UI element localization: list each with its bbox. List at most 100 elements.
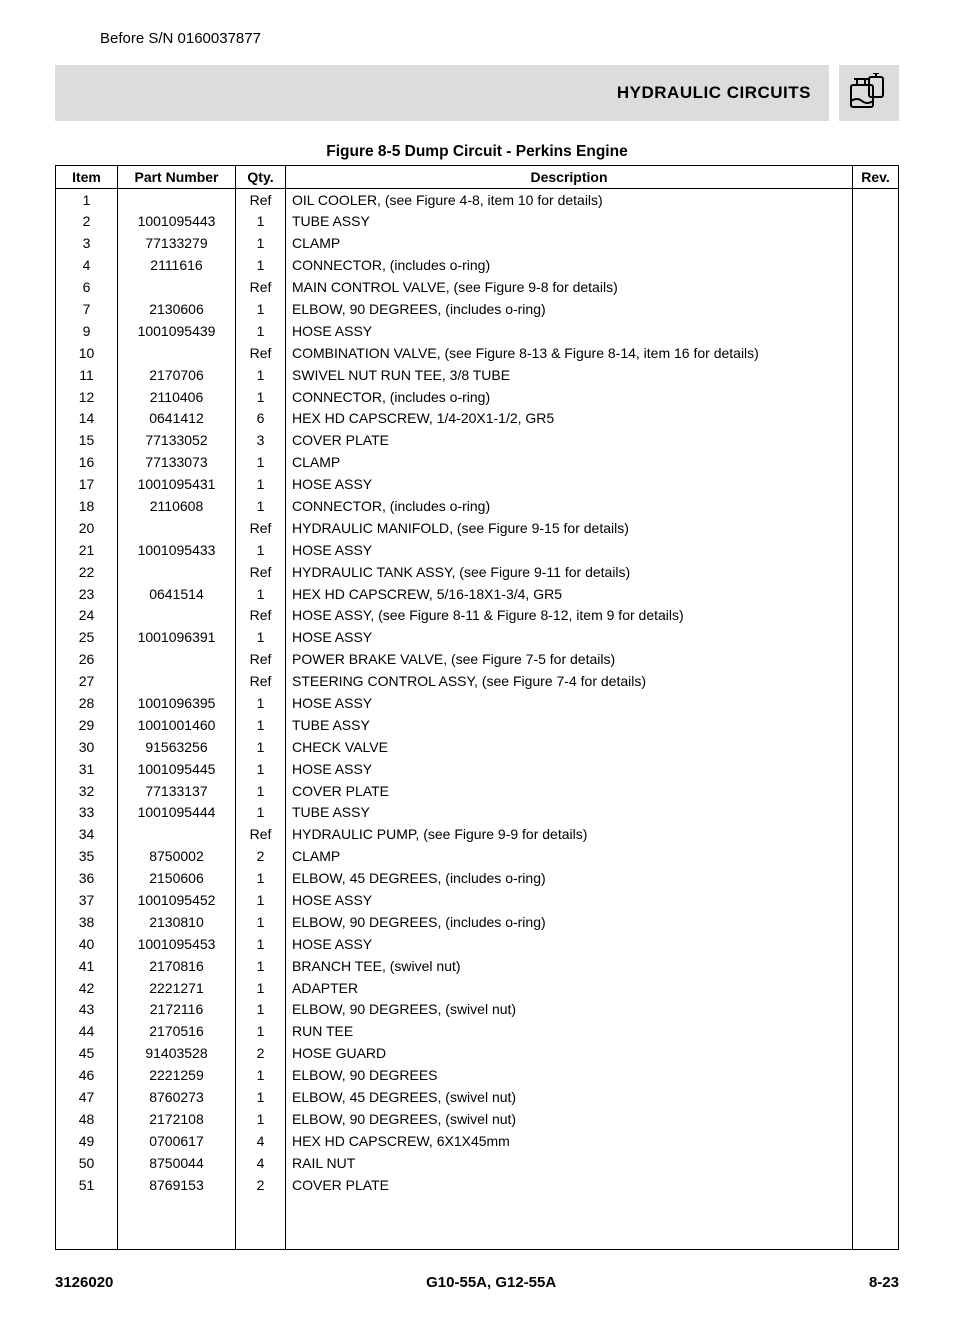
cell-part: 1001095445 <box>118 758 236 780</box>
table-row: 30915632561CHECK VALVE <box>56 736 899 758</box>
cell-qty: 1 <box>236 1065 286 1087</box>
cell-desc: TUBE ASSY <box>286 714 853 736</box>
table-row: 32771331371COVER PLATE <box>56 780 899 802</box>
cell-desc: HOSE ASSY <box>286 320 853 342</box>
cell-item: 25 <box>56 627 118 649</box>
table-row: 1221104061CONNECTOR, (includes o-ring) <box>56 386 899 408</box>
table-row: 210010954431TUBE ASSY <box>56 211 899 233</box>
cell-part: 1001095444 <box>118 802 236 824</box>
cell-item: 2 <box>56 211 118 233</box>
table-row: 27RefSTEERING CONTROL ASSY, (see Figure … <box>56 671 899 693</box>
cell-item: 20 <box>56 517 118 539</box>
cell-item: 7 <box>56 298 118 320</box>
table-row: 421116161CONNECTOR, (includes o-ring) <box>56 255 899 277</box>
cell-part: 1001095453 <box>118 933 236 955</box>
cell-part: 1001096395 <box>118 692 236 714</box>
cell-desc: CONNECTOR, (includes o-ring) <box>286 386 853 408</box>
table-row: 4787602731ELBOW, 45 DEGREES, (swivel nut… <box>56 1087 899 1109</box>
table-row: 26RefPOWER BRAKE VALVE, (see Figure 7-5 … <box>56 649 899 671</box>
cell-item: 46 <box>56 1065 118 1087</box>
cell-qty: 1 <box>236 474 286 496</box>
cell-rev <box>853 627 899 649</box>
cell-desc: BRANCH TEE, (swivel nut) <box>286 955 853 977</box>
cell-rev <box>853 1152 899 1174</box>
table-row: 2110010954331HOSE ASSY <box>56 539 899 561</box>
table-row: 15771330523COVER PLATE <box>56 430 899 452</box>
cell-part: 0700617 <box>118 1130 236 1152</box>
table-row: 24RefHOSE ASSY, (see Figure 8-11 & Figur… <box>56 605 899 627</box>
cell-qty: Ref <box>236 561 286 583</box>
cell-desc: COVER PLATE <box>286 430 853 452</box>
cell-rev <box>853 495 899 517</box>
cell-item: 28 <box>56 692 118 714</box>
cell-rev <box>853 955 899 977</box>
cell-part: 77133073 <box>118 452 236 474</box>
cell-item: 35 <box>56 846 118 868</box>
cell-part <box>118 277 236 299</box>
cell-item: 15 <box>56 430 118 452</box>
cell-qty: Ref <box>236 342 286 364</box>
cell-part <box>118 561 236 583</box>
table-row: 3587500022CLAMP <box>56 846 899 868</box>
col-header-item: Item <box>56 166 118 189</box>
cell-part: 77133137 <box>118 780 236 802</box>
cell-part <box>118 649 236 671</box>
cell-item: 24 <box>56 605 118 627</box>
cell-rev <box>853 846 899 868</box>
cell-rev <box>853 298 899 320</box>
table-row: 3821308101ELBOW, 90 DEGREES, (includes o… <box>56 911 899 933</box>
cell-qty: 1 <box>236 320 286 342</box>
table-row: 1121707061SWIVEL NUT RUN TEE, 3/8 TUBE <box>56 364 899 386</box>
table-row: 721306061ELBOW, 90 DEGREES, (includes o-… <box>56 298 899 320</box>
cell-part <box>118 671 236 693</box>
footer-left: 3126020 <box>55 1274 113 1291</box>
cell-part: 2110406 <box>118 386 236 408</box>
cell-item: 22 <box>56 561 118 583</box>
cell-rev <box>853 714 899 736</box>
cell-rev <box>853 583 899 605</box>
cell-part: 8750002 <box>118 846 236 868</box>
table-row: 4010010954531HOSE ASSY <box>56 933 899 955</box>
table-row: 45914035282HOSE GUARD <box>56 1043 899 1065</box>
cell-qty: Ref <box>236 671 286 693</box>
cell-desc: CLAMP <box>286 846 853 868</box>
cell-desc: CHECK VALVE <box>286 736 853 758</box>
cell-qty: 6 <box>236 408 286 430</box>
page-footer: 3126020 G10-55A, G12-55A 8-23 <box>55 1274 899 1291</box>
header-gap <box>829 65 839 121</box>
cell-rev <box>853 277 899 299</box>
cell-desc: HEX HD CAPSCREW, 6X1X45mm <box>286 1130 853 1152</box>
cell-desc: HEX HD CAPSCREW, 5/16-18X1-3/4, GR5 <box>286 583 853 605</box>
cell-qty: Ref <box>236 189 286 211</box>
cell-qty: 1 <box>236 364 286 386</box>
table-row: 22RefHYDRAULIC TANK ASSY, (see Figure 9-… <box>56 561 899 583</box>
table-row: 4321721161ELBOW, 90 DEGREES, (swivel nut… <box>56 999 899 1021</box>
cell-qty: 1 <box>236 627 286 649</box>
cell-item: 42 <box>56 977 118 999</box>
cell-item: 51 <box>56 1174 118 1196</box>
cell-rev <box>853 999 899 1021</box>
cell-desc: HYDRAULIC MANIFOLD, (see Figure 9-15 for… <box>286 517 853 539</box>
table-row: 1RefOIL COOLER, (see Figure 4-8, item 10… <box>56 189 899 211</box>
cell-desc: ELBOW, 45 DEGREES, (swivel nut) <box>286 1087 853 1109</box>
cell-qty: 1 <box>236 955 286 977</box>
cell-item: 49 <box>56 1130 118 1152</box>
cell-qty: 1 <box>236 692 286 714</box>
cell-qty: 2 <box>236 1043 286 1065</box>
cell-desc: POWER BRAKE VALVE, (see Figure 7-5 for d… <box>286 649 853 671</box>
cell-desc: OIL COOLER, (see Figure 4-8, item 10 for… <box>286 189 853 211</box>
cell-part: 2150606 <box>118 868 236 890</box>
cell-item: 3 <box>56 233 118 255</box>
cell-rev <box>853 561 899 583</box>
cell-rev <box>853 1065 899 1087</box>
cell-empty <box>236 1196 286 1250</box>
cell-qty: 1 <box>236 977 286 999</box>
cell-item: 33 <box>56 802 118 824</box>
cell-empty <box>118 1196 236 1250</box>
cell-part: 8760273 <box>118 1087 236 1109</box>
cell-qty: 1 <box>236 868 286 890</box>
cell-part: 2170516 <box>118 1021 236 1043</box>
cell-part: 0641412 <box>118 408 236 430</box>
cell-rev <box>853 320 899 342</box>
cell-part: 2221259 <box>118 1065 236 1087</box>
